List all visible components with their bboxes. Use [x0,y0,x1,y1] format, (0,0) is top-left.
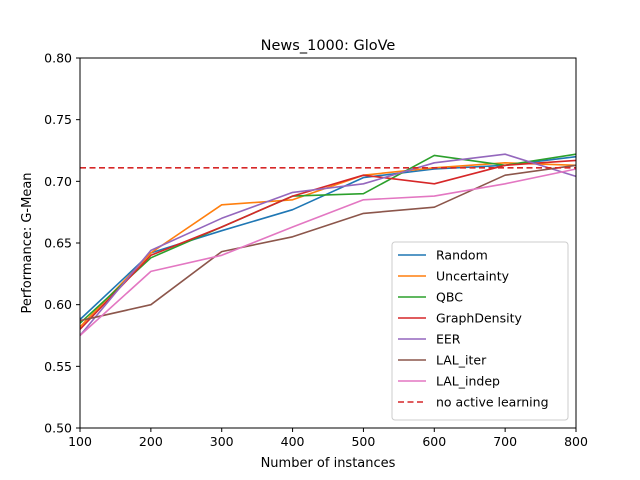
x-tick-label: 700 [493,434,517,449]
x-tick-label: 500 [351,434,375,449]
y-axis: 0.50 0.55 0.60 0.65 0.70 0.75 0.80 [44,51,80,436]
y-tick-label: 0.80 [44,51,72,66]
series-line-lal-iter [79,164,577,322]
legend-label: LAL_indep [436,374,500,389]
legend-box [391,241,569,421]
legend-label: GraphDensity [436,311,522,326]
y-tick-label: 0.55 [44,359,72,374]
series-line-eer [79,153,577,337]
chart-title: News_1000: GloVe [261,38,396,54]
x-axis: 100 200 300 400 500 600 700 800 [68,428,588,449]
x-tick-label: 800 [564,434,588,449]
series-line-lal-indep [79,168,577,337]
legend-label: EER [436,332,461,347]
y-tick-label: 0.50 [44,421,72,436]
x-tick-label: 400 [281,434,305,449]
x-axis-label: Number of instances [261,456,396,471]
legend-label: no active learning [436,395,549,410]
legend-label: Uncertainty [436,269,510,284]
series-line-qbc [79,153,577,324]
y-tick-label: 0.75 [44,112,72,127]
x-tick-label: 300 [210,434,234,449]
plot-lines [79,153,577,337]
x-tick-label: 200 [139,434,163,449]
y-axis-label: Performance: G-Mean [20,172,35,313]
x-tick-label: 100 [68,434,92,449]
legend-label: Random [436,248,488,263]
x-tick-label: 600 [422,434,446,449]
series-line-random [79,155,577,321]
y-tick-label: 0.70 [44,174,72,189]
legend: Random Uncertainty QBC GraphDensity EER LAL_i… [391,241,569,421]
y-tick-label: 0.60 [44,297,72,312]
legend-label: QBC [436,290,463,305]
y-tick-label: 0.65 [44,236,72,251]
legend-label: LAL_iter [436,353,487,368]
